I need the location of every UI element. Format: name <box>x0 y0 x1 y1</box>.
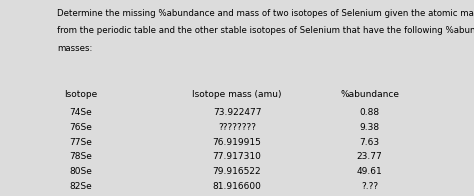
Text: ?.??: ?.?? <box>361 182 378 191</box>
Text: ????????: ???????? <box>218 123 256 132</box>
Text: 79.916522: 79.916522 <box>213 167 261 176</box>
Text: from the periodic table and the other stable isotopes of Selenium that have the : from the periodic table and the other st… <box>57 26 474 35</box>
Text: 78Se: 78Se <box>69 152 92 161</box>
Text: 0.88: 0.88 <box>360 108 380 117</box>
Text: 73.922477: 73.922477 <box>213 108 261 117</box>
Text: 23.77: 23.77 <box>357 152 383 161</box>
Text: %abundance: %abundance <box>340 90 399 99</box>
Text: 76Se: 76Se <box>69 123 92 132</box>
Text: masses:: masses: <box>57 44 92 53</box>
Text: 80Se: 80Se <box>69 167 92 176</box>
Text: 77.917310: 77.917310 <box>212 152 262 161</box>
Text: 76.919915: 76.919915 <box>212 138 262 147</box>
Text: 7.63: 7.63 <box>360 138 380 147</box>
Text: 81.916600: 81.916600 <box>212 182 262 191</box>
Text: 49.61: 49.61 <box>357 167 383 176</box>
Text: 74Se: 74Se <box>69 108 92 117</box>
Text: Isotope: Isotope <box>64 90 97 99</box>
Text: 82Se: 82Se <box>69 182 92 191</box>
Text: 9.38: 9.38 <box>360 123 380 132</box>
Text: Isotope mass (amu): Isotope mass (amu) <box>192 90 282 99</box>
Text: Determine the missing %abundance and mass of two isotopes of Selenium given the : Determine the missing %abundance and mas… <box>57 9 474 18</box>
Text: 77Se: 77Se <box>69 138 92 147</box>
